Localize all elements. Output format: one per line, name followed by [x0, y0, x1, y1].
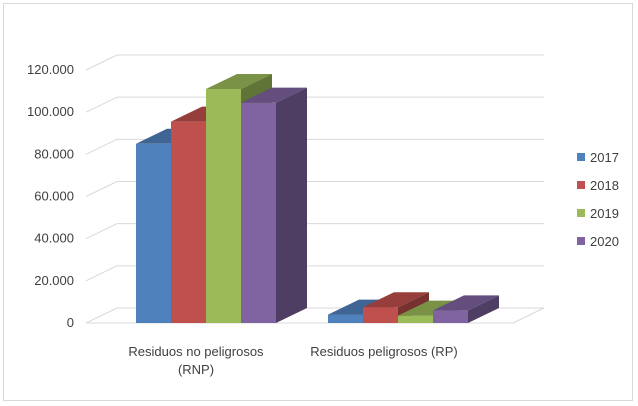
legend-label: 2019 [590, 206, 619, 221]
y-tick-label: 40.000 [34, 231, 74, 246]
bar-top [206, 73, 272, 89]
bar-front [241, 102, 276, 323]
legend-item-2017: 2017 [577, 150, 619, 165]
legend-swatch [577, 153, 585, 161]
y-axis: 0 20.000 40.000 60.000 80.000 100.000 120.000 [27, 62, 74, 330]
legend-item-2020: 2020 [577, 234, 619, 249]
legend-item-2019: 2019 [577, 206, 619, 221]
legend-label: 2017 [590, 150, 619, 165]
y-tick-label: 60.000 [34, 189, 74, 204]
y-tick-label: 120.000 [27, 62, 74, 77]
y-tick-label: 80.000 [34, 146, 74, 161]
chart-frame: 0 20.000 40.000 60.000 80.000 100.000 120.000 … [3, 3, 633, 401]
legend-swatch [577, 209, 585, 217]
floor-side-edge [512, 307, 545, 324]
bar-2020-1 [433, 295, 499, 323]
bar-front [328, 314, 363, 323]
category-label: Residuos no peligrosos (RNP) [128, 344, 264, 377]
gridline-diag [85, 138, 118, 155]
gridline-diag [85, 54, 118, 71]
bars [136, 73, 499, 323]
y-tick-label: 20.000 [34, 273, 74, 288]
bar-top [241, 87, 307, 103]
gridline-diag [85, 307, 118, 324]
bar-front [136, 143, 171, 323]
legend-swatch [577, 237, 585, 245]
legend-item-2018: 2018 [577, 178, 619, 193]
bar-front [398, 315, 433, 323]
bar-chart: 020.00040.00060.00080.000100.000120.000 … [27, 54, 619, 377]
legend-swatch [577, 181, 585, 189]
bar-top [363, 292, 429, 308]
gridline-diag [85, 223, 118, 240]
gridline-diag [85, 96, 118, 113]
category-label: Residuos peligrosos (RP) [310, 344, 457, 359]
bar-side [468, 295, 499, 323]
legend-label: 2018 [590, 178, 619, 193]
bar-top [433, 295, 499, 311]
legend: 2017 2018 2019 2020 [577, 150, 619, 249]
category-labels: Residuos no peligrosos (RNP) Residuos peli… [128, 344, 457, 377]
bar-2020-0 [241, 87, 307, 323]
bar-front [433, 310, 468, 323]
gridline-diag [85, 181, 118, 197]
bar-side [276, 87, 307, 323]
gridline-diag [85, 265, 118, 282]
bar-front [171, 121, 206, 323]
bar-front [206, 88, 241, 323]
y-tick-label: 0 [67, 315, 74, 330]
y-tick-label: 100.000 [27, 104, 74, 119]
bar-front [363, 307, 398, 323]
legend-label: 2020 [590, 234, 619, 249]
